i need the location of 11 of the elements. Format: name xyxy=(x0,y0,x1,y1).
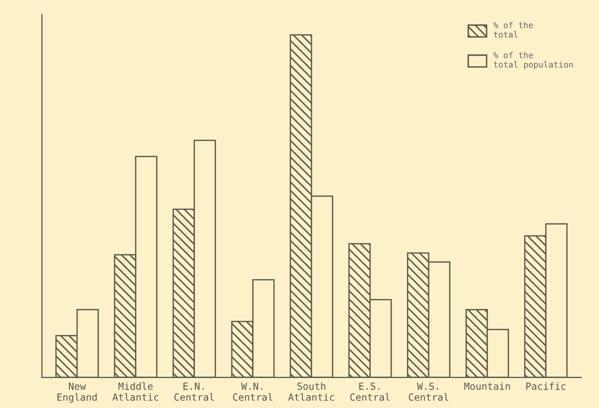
x-tick-label: W.S. Central xyxy=(408,382,448,401)
x-tick-label: Pacific xyxy=(526,382,566,390)
x-tick-label: New England xyxy=(58,382,97,403)
legend-label: % of the total xyxy=(493,22,533,38)
x-tick-label: Middle Atlantic xyxy=(112,382,158,401)
x-tick-label: South Atlantic xyxy=(288,382,334,401)
x-tick-label: E.N. Central xyxy=(174,382,214,401)
x-tick-label: W.N. Central xyxy=(233,382,272,401)
x-tick-label: E.S. Central xyxy=(350,382,390,401)
legend-label: % of the total population xyxy=(493,52,573,70)
x-tick-label: Mountain xyxy=(464,382,510,390)
